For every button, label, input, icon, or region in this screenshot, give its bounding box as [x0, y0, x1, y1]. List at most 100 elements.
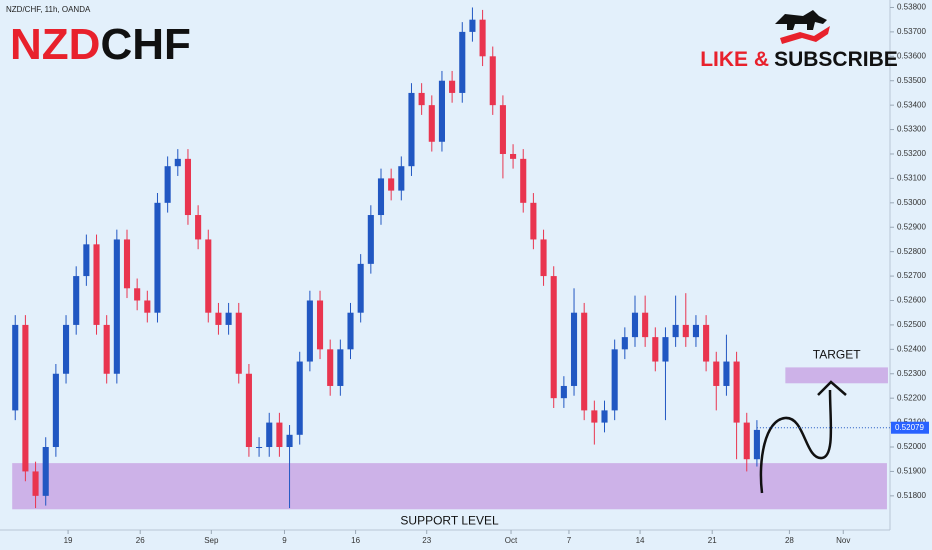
- candle-body: [479, 19, 486, 57]
- candle-body: [83, 244, 90, 277]
- y-tick-label: 0.52300: [897, 369, 926, 378]
- candle-body: [327, 349, 334, 386]
- candle-body: [652, 337, 659, 362]
- y-tick-label: 0.52600: [897, 296, 926, 305]
- candle-body: [42, 447, 49, 496]
- candle-body: [123, 239, 131, 289]
- y-tick-label: 0.53500: [897, 76, 926, 85]
- badge-parts: LIKE &: [700, 48, 769, 71]
- candle-body: [306, 300, 313, 362]
- y-tick-label: 0.52800: [897, 247, 926, 256]
- candle-body: [631, 312, 639, 338]
- subtitle: NZD/CHF, 11h, OANDA: [6, 5, 91, 14]
- candle-body: [733, 361, 740, 423]
- candle-body: [367, 215, 374, 264]
- candle-body: [245, 373, 252, 448]
- candle-body: [449, 80, 456, 93]
- arrow-head: [817, 380, 847, 396]
- candle-body: [134, 288, 141, 301]
- candle-body: [316, 300, 324, 350]
- candle-body: [601, 410, 608, 423]
- y-tick-label: 0.52200: [897, 393, 926, 402]
- candle-body: [32, 471, 39, 496]
- candle-body: [154, 202, 161, 313]
- candle-body: [743, 422, 750, 460]
- last-price-box: [891, 421, 929, 434]
- candle-body: [73, 276, 80, 325]
- candle-body: [499, 105, 506, 154]
- x-tick-label: 26: [136, 536, 145, 545]
- candle-body: [662, 337, 669, 362]
- y-tick-label: 0.52700: [897, 271, 926, 280]
- candle-body: [713, 361, 720, 386]
- y-tick-label: 0.52900: [897, 222, 926, 231]
- y-tick-label: 0.52500: [897, 320, 926, 329]
- candle-body: [703, 324, 710, 362]
- badge-parts: SUBSCRIBE: [774, 48, 898, 71]
- candle-body: [52, 373, 59, 448]
- candle-body: [510, 153, 517, 159]
- candle-body: [438, 80, 445, 142]
- like-subscribe: LIKE & SUBSCRIBE: [700, 48, 898, 71]
- candle-body: [672, 324, 679, 338]
- candle-body: [388, 178, 395, 191]
- candle-body: [256, 447, 263, 449]
- candle-body: [682, 324, 689, 338]
- candle-body: [591, 410, 598, 423]
- y-tick-label: 0.53300: [897, 125, 926, 134]
- candle-body: [428, 105, 435, 142]
- candle-body: [276, 422, 283, 448]
- candle-body: [62, 324, 70, 374]
- bull-icon: [775, 10, 830, 44]
- candle-body: [195, 215, 202, 240]
- candle-body: [205, 239, 212, 313]
- candle-body: [266, 422, 273, 448]
- candle-body: [560, 385, 567, 399]
- plot: SUPPORT LEVEL TARGET: [12, 7, 888, 527]
- y-tick-label: 0.53000: [897, 198, 926, 207]
- zone-label: TARGET: [813, 348, 861, 362]
- x-tick-label: 16: [351, 536, 360, 545]
- candle-body: [93, 244, 100, 325]
- x-tick-label: 7: [567, 536, 572, 545]
- candle-body: [113, 239, 120, 374]
- y-tick-label: 0.53800: [897, 3, 926, 12]
- candle-body: [296, 361, 303, 435]
- candle-body: [753, 429, 760, 460]
- candle-body: [581, 312, 588, 411]
- candle-body: [22, 324, 29, 472]
- y-tick-label: 0.53100: [897, 174, 926, 183]
- y-tick-label: 0.52400: [897, 344, 926, 353]
- y-tick-label: 0.53400: [897, 100, 926, 109]
- candle-body: [418, 92, 425, 106]
- y-tick-label: 0.53200: [897, 149, 926, 158]
- zone: [12, 463, 887, 510]
- title-parts: NZD: [10, 20, 100, 69]
- y-tick-label: 0.53600: [897, 51, 926, 60]
- candle-body: [235, 312, 242, 374]
- candle-body: [103, 324, 110, 374]
- zone: [785, 367, 888, 384]
- candle-body: [398, 166, 405, 191]
- candle-body: [489, 56, 496, 106]
- candle-body: [459, 31, 466, 93]
- candle-body: [215, 312, 222, 325]
- candle-body: [225, 312, 232, 325]
- candle-body: [377, 178, 385, 216]
- y-tick-label: 0.52000: [897, 442, 926, 451]
- x-tick-label: 28: [785, 536, 794, 545]
- x-tick-label: 23: [422, 536, 431, 545]
- candle-body: [184, 158, 192, 216]
- candle-body: [621, 337, 628, 350]
- candle-body: [570, 312, 578, 386]
- title: NZDCHF: [10, 20, 191, 69]
- zone-label: SUPPORT LEVEL: [400, 513, 499, 527]
- x-tick-label: 21: [708, 536, 717, 545]
- last-price-label: 0.52079: [895, 423, 924, 432]
- candle-body: [469, 19, 476, 32]
- y-tick-label: 0.53700: [897, 27, 926, 36]
- projection-arrow: [759, 389, 833, 494]
- candle-body: [550, 276, 557, 399]
